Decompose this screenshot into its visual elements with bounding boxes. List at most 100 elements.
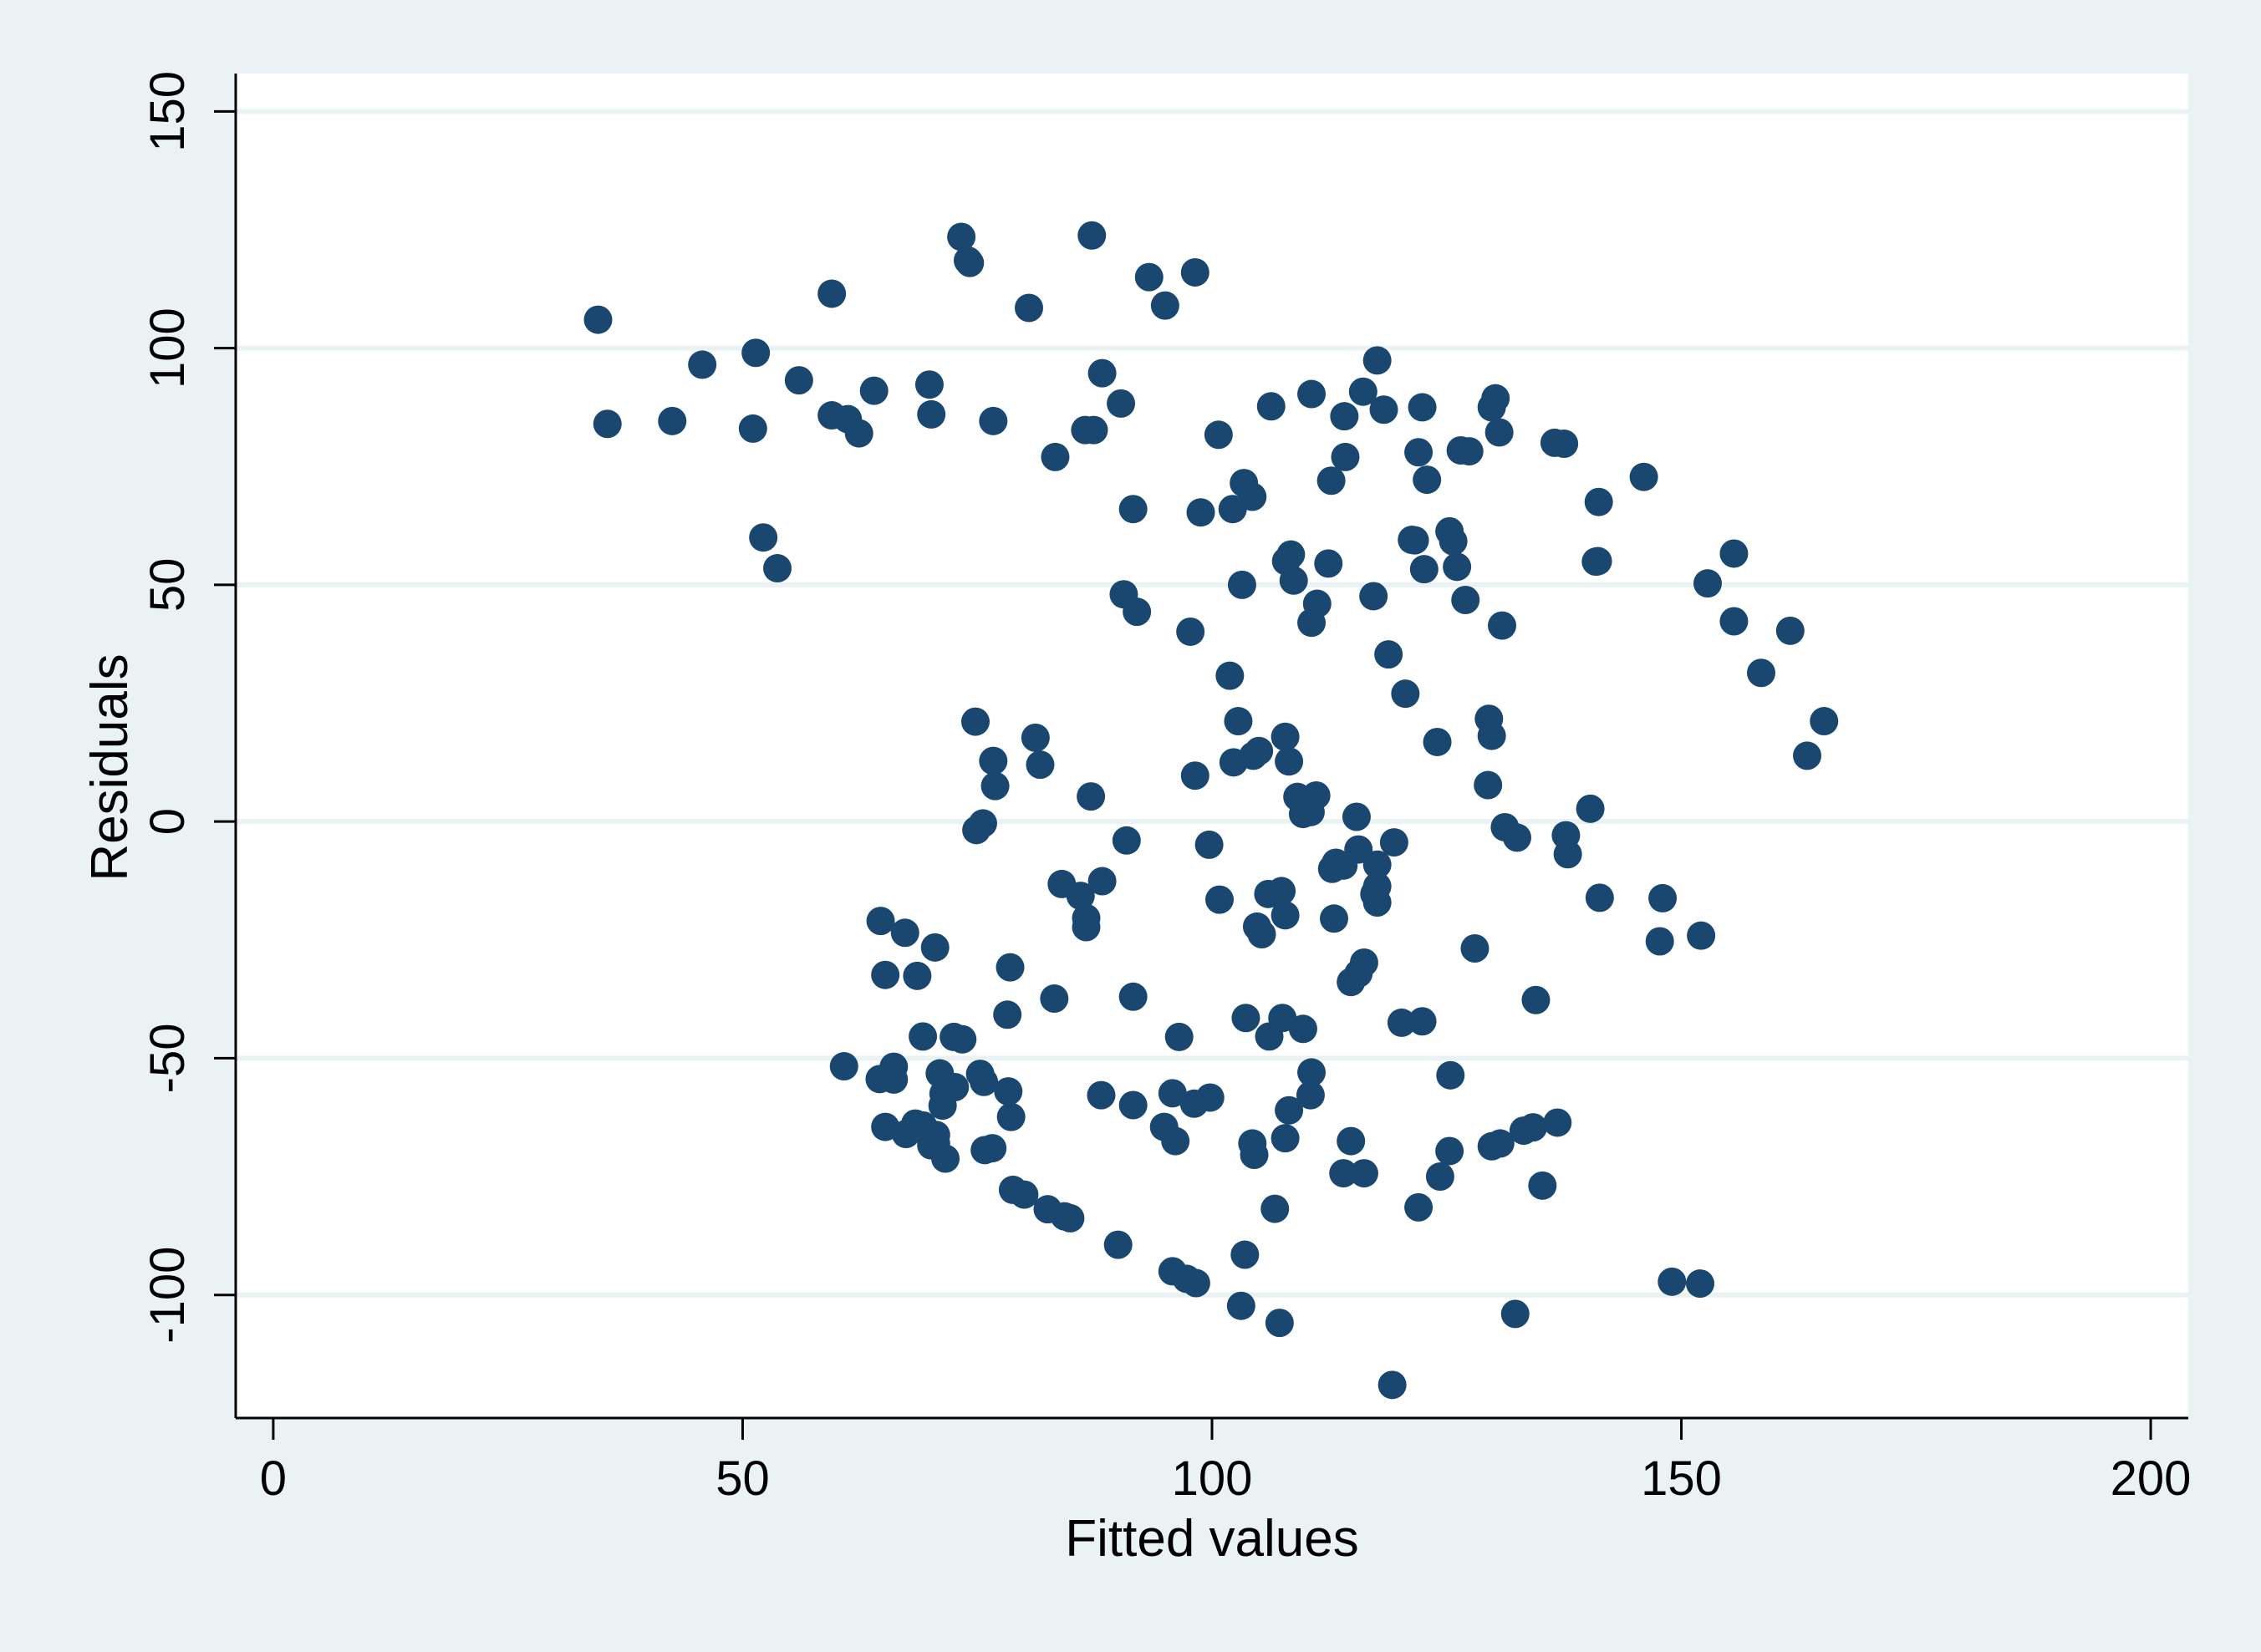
data-point bbox=[1297, 379, 1327, 409]
data-point bbox=[763, 554, 792, 583]
data-point bbox=[1648, 883, 1678, 912]
data-point bbox=[738, 414, 767, 443]
data-point bbox=[1423, 727, 1452, 756]
data-point bbox=[980, 771, 1010, 801]
data-point bbox=[920, 933, 950, 962]
data-point bbox=[996, 953, 1025, 982]
data-point bbox=[1056, 1203, 1085, 1233]
data-point bbox=[1240, 1140, 1269, 1169]
data-point bbox=[817, 279, 847, 308]
data-point bbox=[658, 406, 687, 435]
data-point bbox=[1150, 291, 1179, 320]
gridlines bbox=[236, 109, 2188, 1298]
data-point bbox=[1181, 1268, 1210, 1298]
data-point bbox=[1503, 823, 1531, 852]
data-point bbox=[979, 746, 1008, 775]
y-tick-label: 100 bbox=[140, 308, 195, 389]
data-point bbox=[1195, 1083, 1225, 1112]
data-point bbox=[1477, 721, 1506, 750]
data-point bbox=[1297, 1058, 1327, 1087]
data-point bbox=[1107, 389, 1136, 418]
data-point bbox=[955, 248, 985, 277]
data-point bbox=[1112, 826, 1141, 855]
data-point bbox=[1719, 539, 1749, 568]
data-point bbox=[1331, 442, 1360, 471]
data-point bbox=[1118, 982, 1148, 1011]
data-point bbox=[979, 406, 1008, 435]
data-point bbox=[890, 918, 919, 948]
data-point bbox=[1576, 794, 1605, 823]
tick-labels: -100 -50 0 50 100 150 0 50 100 150 200 bbox=[140, 71, 2191, 1506]
data-point bbox=[928, 1091, 957, 1121]
data-point bbox=[1247, 919, 1276, 948]
data-point bbox=[1775, 616, 1805, 645]
data-point bbox=[1585, 883, 1614, 912]
y-tick-label: 50 bbox=[140, 558, 195, 613]
data-point bbox=[1337, 1126, 1366, 1156]
data-point bbox=[1425, 1162, 1454, 1192]
data-point bbox=[1362, 850, 1392, 879]
data-point bbox=[1215, 661, 1245, 690]
data-point bbox=[688, 350, 717, 379]
data-point bbox=[1342, 802, 1371, 831]
data-point bbox=[1271, 722, 1300, 751]
data-point bbox=[1810, 707, 1839, 736]
data-point bbox=[1584, 487, 1613, 516]
x-tick-label: 200 bbox=[2111, 1451, 2192, 1506]
data-point bbox=[1158, 1079, 1187, 1108]
data-point bbox=[741, 338, 771, 368]
data-point bbox=[903, 961, 932, 990]
data-point bbox=[1103, 1230, 1133, 1259]
data-point bbox=[1224, 707, 1253, 736]
data-point bbox=[1275, 747, 1304, 776]
data-point bbox=[1079, 415, 1108, 445]
data-point bbox=[1271, 1124, 1300, 1153]
data-point bbox=[1230, 1240, 1260, 1269]
x-tick-label: 150 bbox=[1641, 1451, 1722, 1506]
data-point bbox=[1256, 392, 1286, 421]
data-point bbox=[1180, 257, 1209, 287]
data-point bbox=[1186, 498, 1215, 527]
data-point bbox=[1226, 1291, 1255, 1320]
data-point bbox=[1362, 888, 1392, 917]
data-point bbox=[1118, 1090, 1148, 1120]
data-point bbox=[1320, 904, 1348, 933]
data-point bbox=[1451, 586, 1480, 615]
data-point bbox=[1719, 607, 1749, 636]
y-tick-label: -50 bbox=[140, 1024, 195, 1094]
data-point bbox=[1379, 828, 1408, 857]
data-point bbox=[1026, 750, 1055, 780]
y-tick-label: 150 bbox=[140, 71, 195, 152]
data-point bbox=[947, 222, 976, 252]
data-point bbox=[1581, 547, 1611, 577]
data-point bbox=[1238, 482, 1267, 511]
data-point bbox=[1359, 582, 1388, 611]
data-point bbox=[1015, 293, 1043, 323]
data-point bbox=[1521, 985, 1551, 1014]
data-point bbox=[1176, 617, 1205, 646]
data-point bbox=[1528, 1171, 1557, 1200]
data-point bbox=[1439, 526, 1468, 556]
data-point bbox=[1204, 885, 1234, 914]
data-point bbox=[1047, 869, 1077, 898]
data-point bbox=[1288, 1014, 1317, 1044]
data-point bbox=[909, 1022, 938, 1051]
data-point bbox=[1255, 1022, 1284, 1051]
data-point bbox=[1267, 877, 1296, 906]
data-point bbox=[784, 366, 813, 395]
data-point bbox=[1460, 933, 1490, 963]
data-point bbox=[1302, 589, 1332, 618]
data-point bbox=[1488, 611, 1517, 640]
data-point bbox=[844, 419, 873, 448]
data-point bbox=[1408, 1007, 1437, 1036]
y-tick-label: -100 bbox=[140, 1247, 195, 1344]
data-point bbox=[1436, 1060, 1465, 1090]
data-point bbox=[1087, 1080, 1116, 1110]
data-point bbox=[871, 960, 900, 989]
data-point bbox=[1227, 570, 1256, 599]
data-point bbox=[1161, 1126, 1190, 1156]
data-point bbox=[1296, 1080, 1325, 1110]
data-point bbox=[1260, 1194, 1290, 1223]
